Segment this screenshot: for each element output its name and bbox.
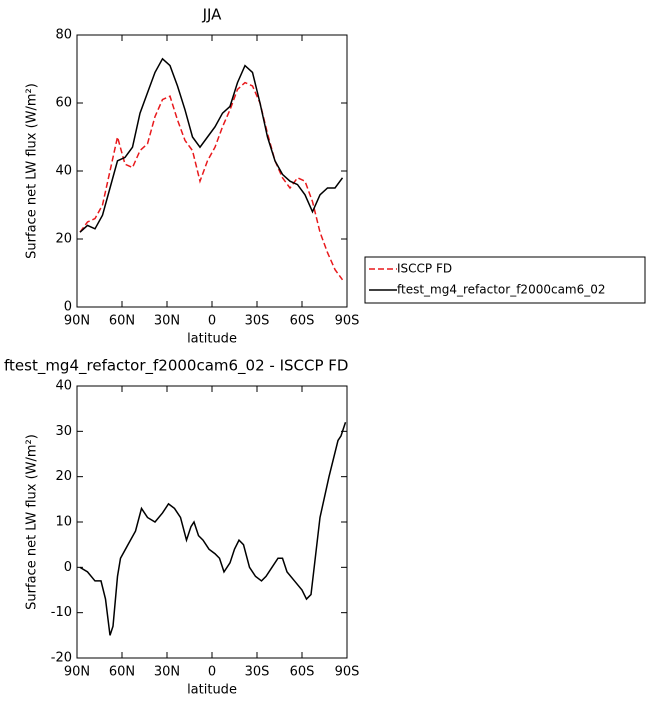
x-tick-label: 90N [64,665,90,680]
y-tick-label: 80 [55,28,72,43]
y-tick-label: 60 [55,96,72,111]
x-tick-label: 90N [64,314,90,329]
x-tick-label: 30N [154,665,180,680]
legend-label: ftest_mg4_refactor_f2000cam6_02 [397,283,606,297]
legend-label: ISCCP FD [397,262,452,276]
data-line [79,57,344,233]
y-tick-label: 10 [55,515,72,530]
x-tick-label: 30S [245,665,270,680]
data-line [79,422,347,636]
x-tick-label: 30N [154,314,180,329]
y-tick-label: 20 [55,469,72,484]
plot-frame [76,34,348,308]
x-axis-label: latitude [187,683,237,698]
chart-title: ftest_mg4_refactor_f2000cam6_02 - ISCCP … [4,357,348,376]
data-line [79,81,344,281]
legend-box [364,256,646,304]
y-tick-label: 0 [64,300,72,315]
x-tick-label: 60N [109,665,135,680]
y-axis-label: Surface net LW flux (W/m²) [25,83,40,259]
y-axis-label: Surface net LW flux (W/m²) [25,434,40,610]
x-tick-label: 0 [208,314,216,329]
x-tick-label: 90S [335,665,360,680]
y-tick-label: 30 [55,424,72,439]
chart-title: JJA [202,6,223,24]
plot-frame [76,385,348,659]
y-tick-label: -20 [51,651,72,666]
x-tick-label: 60N [109,314,135,329]
y-tick-label: 20 [55,232,72,247]
x-tick-label: 0 [208,665,216,680]
x-tick-label: 30S [245,314,270,329]
x-axis-label: latitude [187,332,237,347]
y-tick-label: -10 [51,605,72,620]
y-tick-label: 40 [55,379,72,394]
y-tick-label: 40 [55,164,72,179]
y-tick-label: 0 [64,560,72,575]
x-tick-label: 90S [335,314,360,329]
x-tick-label: 60S [290,314,315,329]
x-tick-label: 60S [290,665,315,680]
